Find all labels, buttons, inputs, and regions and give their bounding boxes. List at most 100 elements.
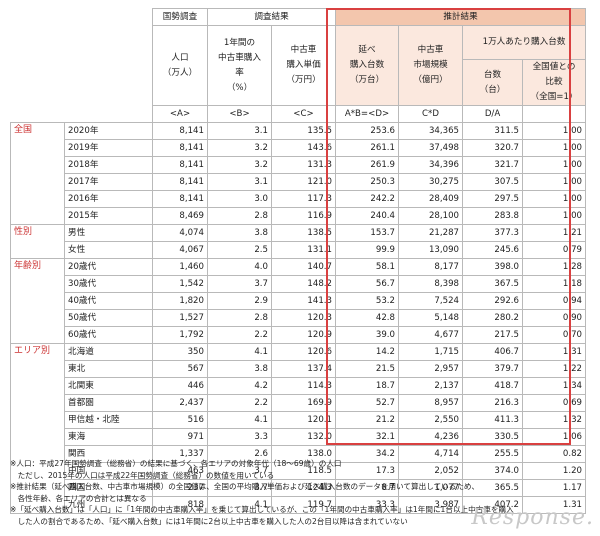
cell-a: 4,067 — [152, 241, 208, 259]
header-survey: 調査結果 — [206, 8, 337, 26]
row-label: 50歳代 — [64, 309, 153, 327]
table-row: 北関東 446 4.2 114.3 18.7 2,137 418.7 1.34 — [11, 377, 587, 395]
cell-c: 138.5 — [270, 224, 337, 242]
cell-c: 137.4 — [270, 360, 337, 378]
cell-b: 3.8 — [207, 360, 272, 378]
cell-a: 1,792 — [152, 326, 208, 344]
cell-e: 21,287 — [398, 224, 464, 242]
cell-a: 350 — [152, 343, 208, 361]
cell-d: 58.1 — [335, 258, 400, 276]
footnote-line: 各性年齢、各エリアの合計とは異なる — [10, 493, 147, 503]
cell-f: 292.6 — [462, 292, 524, 310]
row-label: 九州 — [64, 496, 153, 514]
cell-f: 379.7 — [462, 360, 524, 378]
cell-b: 4.1 — [207, 343, 272, 361]
cell-b: 3.2 — [207, 156, 272, 174]
cell-e: 28,409 — [398, 190, 464, 208]
cell-a: 567 — [152, 360, 208, 378]
cell-g: 1.28 — [522, 258, 587, 276]
table-row: 九州 818 4.1 119.7 33.3 3,987 407.2 1.31 — [11, 496, 587, 514]
row-label: 2015年 — [64, 207, 153, 225]
cell-f: 311.5 — [462, 122, 524, 140]
row-label: 首都圏 — [64, 394, 153, 412]
cell-b: 3.7 — [207, 275, 272, 293]
cell-c: 141.3 — [270, 292, 337, 310]
cell-d: 261.9 — [335, 156, 400, 174]
cell-b: 4.2 — [207, 377, 272, 395]
cell-g: 1.00 — [522, 207, 587, 225]
cell-g: 1.00 — [522, 139, 587, 157]
cell-g: 1.06 — [522, 428, 587, 446]
header-unit-price: 中古車 購入単価 （万円） — [270, 25, 337, 106]
cell-a: 8,141 — [152, 156, 208, 174]
cell-g: 1.22 — [522, 360, 587, 378]
row-label: 東北 — [64, 360, 153, 378]
cell-b: 2.2 — [207, 394, 272, 412]
header-per10k: 1万人あたり購入台数 — [462, 25, 587, 60]
table-row: 全国 2020年 8,141 3.1 135.5 253.6 34,365 311.5 1.00 — [10, 122, 587, 225]
cell-g: 1.00 — [522, 156, 587, 174]
response-logo: Response. — [471, 505, 594, 530]
row-label: 2020年 — [64, 122, 153, 140]
row-label: 40歳代 — [64, 292, 153, 310]
cell-a: 1,820 — [152, 292, 208, 310]
row-label: 甲信越・北陸 — [64, 411, 153, 429]
cell-e: 13,090 — [398, 241, 464, 259]
table-row: 年齢別 20歳代 1,460 4.0 140.7 58.1 8,177 398.0 1.28 — [10, 258, 587, 344]
table-row: 30歳代 1,542 3.7 148.2 56.7 8,398 367.5 1.18 — [11, 275, 587, 293]
cell-e: 3,987 — [398, 496, 464, 514]
footnote-line: ※人口：平成27年国勢調査（総務省）の結果に基づく、各エリアの対象年代（18〜6… — [10, 459, 342, 468]
cell-c: 131.1 — [270, 241, 337, 259]
table-row: 性別 男性 4,074 3.8 138.5 153.7 21,287 377.3 1.21 — [10, 224, 587, 259]
cell-a: 8,141 — [152, 173, 208, 191]
table-row: 首都圏 2,437 2.2 169.9 52.7 8,957 216.3 0.69 — [11, 394, 587, 412]
row-label: 30歳代 — [64, 275, 153, 293]
sub-a: <A> — [152, 105, 208, 123]
table-row: 50歳代 1,527 2.8 120.3 42.8 5,148 280.2 0.90 — [11, 309, 587, 327]
cell-d: 32.1 — [335, 428, 400, 446]
cell-d: 14.2 — [335, 343, 400, 361]
cell-c: 119.7 — [270, 496, 337, 514]
table-row: 2016年 8,141 3.0 117.3 242.2 28,409 297.5 1.00 — [11, 190, 587, 208]
cell-e: 4,677 — [398, 326, 464, 344]
table-row: 東海 971 3.3 132.0 32.1 4,236 330.5 1.06 — [11, 428, 587, 446]
cell-b: 3.8 — [207, 224, 272, 242]
header-estimate: 推計結果 — [335, 8, 587, 26]
cell-c: 140.7 — [270, 258, 337, 276]
cell-g: 0.70 — [522, 326, 587, 344]
cell-d: 18.7 — [335, 377, 400, 395]
cell-g: 1.34 — [522, 377, 587, 395]
cell-b: 2.5 — [207, 241, 272, 259]
cell-d: 153.7 — [335, 224, 400, 242]
cell-b: 4.0 — [207, 258, 272, 276]
cell-g: 1.00 — [522, 173, 587, 191]
table-row: 関西 1,337 2.6 138.0 34.2 4,714 255.5 0.82 — [11, 445, 587, 463]
cell-a: 1,527 — [152, 309, 208, 327]
sub-c: <C> — [270, 105, 337, 123]
cell-d: 242.2 — [335, 190, 400, 208]
category-area: エリア別 — [10, 343, 65, 514]
table-row: エリア別 北海道 350 4.1 120.6 14.2 1,715 406.7 1.31 — [10, 343, 587, 514]
cell-e: 4,236 — [398, 428, 464, 446]
cell-b: 3.0 — [207, 190, 272, 208]
cell-c: 148.2 — [270, 275, 337, 293]
footnotes: ※人口：平成27年国勢調査（総務省）の結果に基づく、各エリアの対象年代（18〜6… — [10, 458, 590, 527]
cell-b: 2.2 — [207, 326, 272, 344]
cell-g: 1.18 — [522, 275, 587, 293]
cell-b: 2.9 — [207, 292, 272, 310]
cell-a: 1,460 — [152, 258, 208, 276]
cell-e: 8,957 — [398, 394, 464, 412]
cell-f: 307.5 — [462, 173, 524, 191]
category-gender: 性別 — [10, 224, 65, 259]
cell-f: 407.2 — [462, 496, 524, 514]
row-label: 男性 — [64, 224, 153, 242]
cell-d: 21.2 — [335, 411, 400, 429]
cell-g: 1.31 — [522, 496, 587, 514]
cell-d: 261.1 — [335, 139, 400, 157]
header-population: 人口 （万人） — [152, 25, 208, 106]
row-label: 女性 — [64, 241, 153, 259]
cell-d: 240.4 — [335, 207, 400, 225]
cell-f: 320.7 — [462, 139, 524, 157]
row-label: 2017年 — [64, 173, 153, 191]
table-row: 2017年 8,141 3.1 121.0 250.3 30,275 307.5 1.00 — [11, 173, 587, 191]
